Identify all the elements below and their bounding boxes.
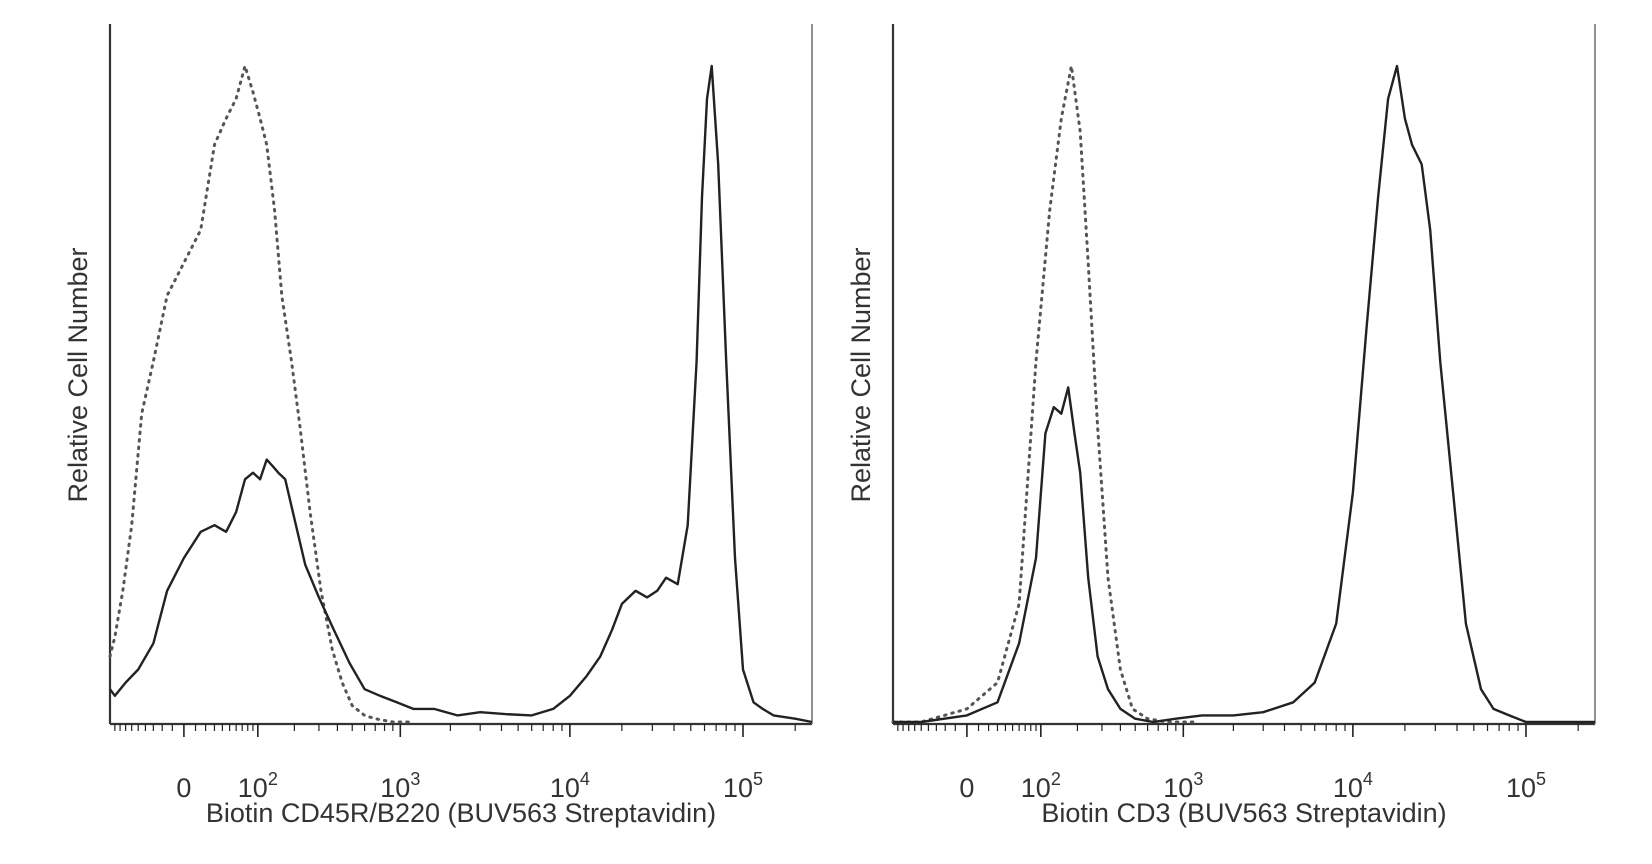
x-tick-label: 105 — [723, 769, 763, 803]
x-axis-title: Biotin CD45R/B220 (BUV563 Streptavidin) — [206, 798, 716, 828]
histogram-panel-cd3: 0 102 103 104 105 Biotin CD3 (BUV563 Strepta… — [846, 24, 1596, 828]
x-tick-label: 104 — [1333, 769, 1373, 803]
x-tick-label: 0 — [959, 773, 974, 803]
x-tick-label: 0 — [176, 773, 191, 803]
x-tick-label: 104 — [550, 769, 590, 803]
x-tick-label: 105 — [1506, 769, 1546, 803]
stained-histogram-curve — [893, 64, 1595, 724]
y-axis-title: Relative Cell Number — [846, 247, 876, 502]
x-axis-tick-labels: 0 102 103 104 105 — [176, 769, 763, 803]
x-axis-title: Biotin CD3 (BUV563 Streptavidin) — [1041, 798, 1446, 828]
histogram-curves — [108, 60, 813, 724]
control-histogram-curve — [891, 65, 1198, 724]
x-tick-label: 103 — [1163, 769, 1203, 803]
x-axis-ticks — [897, 724, 1579, 737]
x-tick-label: 103 — [380, 769, 420, 803]
x-axis-ticks — [114, 724, 796, 737]
histogram-curves — [891, 64, 1595, 724]
stained-histogram-curve — [109, 64, 813, 724]
y-axis-title: Relative Cell Number — [63, 247, 93, 502]
x-tick-label: 102 — [1021, 769, 1061, 803]
histogram-panel-cd45r-b220: 0 102 103 104 105 Biotin CD45R/B220 (BUV563 … — [63, 24, 813, 828]
control-histogram-curve — [108, 60, 415, 724]
x-tick-label: 102 — [238, 769, 278, 803]
x-axis-tick-labels: 0 102 103 104 105 — [959, 769, 1546, 803]
